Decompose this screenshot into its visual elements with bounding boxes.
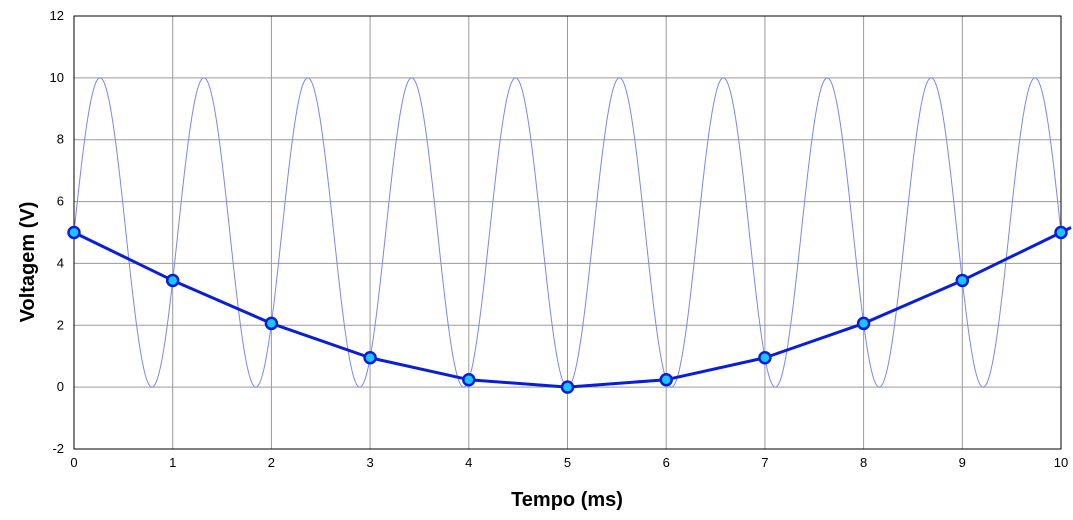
y-tick-label: 12 (50, 8, 64, 23)
sample-point (659, 372, 673, 387)
y-tick-label: -2 (52, 441, 64, 456)
y-tick-label: 2 (57, 317, 64, 332)
x-tick-label: 5 (564, 455, 571, 470)
x-tick-label: 8 (860, 455, 867, 470)
y-tick-label: 4 (57, 255, 64, 270)
y-tick-label: 0 (57, 379, 64, 394)
y-axis-title: Voltagem (V) (17, 202, 39, 323)
x-tick-label: 1 (169, 455, 176, 470)
y-tick-label: 10 (50, 70, 64, 85)
sample-point (758, 351, 772, 365)
x-tick-labels: 0 1 2 3 4 5 6 7 8 9 10 (70, 455, 1068, 470)
x-tick-label: 3 (366, 455, 373, 470)
sample-point (462, 372, 476, 387)
y-tick-labels: -2 0 2 4 6 8 10 12 (50, 8, 64, 456)
x-tick-label: 2 (268, 455, 275, 470)
x-tick-label: 4 (465, 455, 472, 470)
sample-point (67, 225, 81, 240)
sample-point (955, 273, 970, 288)
y-tick-label: 8 (57, 132, 64, 147)
x-tick-label: 7 (761, 455, 768, 470)
sample-markers (67, 225, 1068, 394)
sample-point (264, 316, 279, 331)
x-axis-title: Tempo (ms) (511, 489, 623, 511)
x-tick-label: 10 (1054, 455, 1068, 470)
sample-point (1054, 225, 1068, 240)
x-tick-label: 0 (70, 455, 77, 470)
sample-point (165, 273, 180, 288)
y-tick-label: 6 (57, 194, 64, 209)
sample-point (856, 316, 871, 331)
sample-point (363, 351, 377, 365)
sample-point (560, 380, 575, 394)
x-tick-label: 6 (663, 455, 670, 470)
x-tick-label: 9 (959, 455, 966, 470)
